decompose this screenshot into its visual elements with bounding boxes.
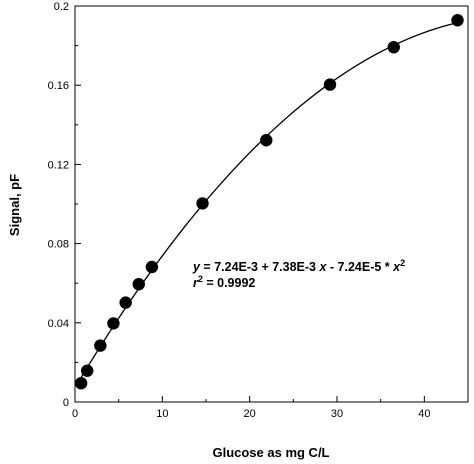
r-squared: r2 = 0.9992	[193, 274, 255, 290]
y-tick-label: 0.04	[48, 318, 69, 330]
data-point	[107, 317, 120, 330]
data-point	[132, 277, 145, 291]
x-tick-label: 20	[244, 408, 256, 420]
eq-x2-exponent: 2	[400, 258, 405, 268]
x-tick-label: 40	[418, 408, 430, 420]
fit-equation: y = 7.24E-3 + 7.38E-3 x - 7.24E-5 * x2	[192, 258, 405, 274]
eq-part-2: - 7.24E-5 *	[326, 260, 393, 274]
r-value: = 0.9992	[203, 276, 256, 290]
ticks: 0 10 20 30 40 0 0.04 0.08 0.12 0.16 0.2	[48, 1, 431, 420]
data-point	[81, 364, 94, 377]
r-symbol: r	[193, 276, 199, 290]
y-tick-label: 0.16	[48, 80, 69, 92]
x-axis-title: Glucose as mg C/L	[212, 445, 329, 460]
r-exponent: 2	[198, 274, 203, 284]
data-point	[196, 197, 209, 210]
eq-part-1: = 7.24E-3 + 7.38E-3	[200, 260, 320, 274]
data-points	[74, 14, 464, 390]
y-tick-label: 0.12	[48, 159, 69, 171]
axes	[74, 5, 469, 403]
data-point	[145, 260, 159, 274]
data-point	[74, 376, 88, 390]
y-tick-label: 0.2	[54, 1, 69, 13]
y-tick-label: 0.08	[48, 239, 69, 251]
plot-frame	[74, 5, 469, 403]
fit-curve-group	[80, 22, 458, 378]
y-axis-title: Signal, pF	[7, 174, 22, 236]
data-point	[323, 78, 337, 91]
eq-x-symbol: x	[318, 260, 327, 274]
x-tick-label: 10	[156, 408, 168, 420]
x-tick-label: 0	[72, 408, 78, 420]
y-tick-label: 0	[63, 397, 69, 409]
data-point	[387, 40, 400, 54]
data-point	[119, 296, 132, 309]
eq-x2-symbol: x	[392, 260, 401, 274]
x-tick-label: 30	[331, 408, 343, 420]
data-point	[451, 14, 464, 27]
data-point	[260, 134, 273, 147]
eq-y-symbol: y	[192, 260, 201, 274]
fit-curve	[80, 22, 458, 378]
data-point	[94, 339, 107, 352]
